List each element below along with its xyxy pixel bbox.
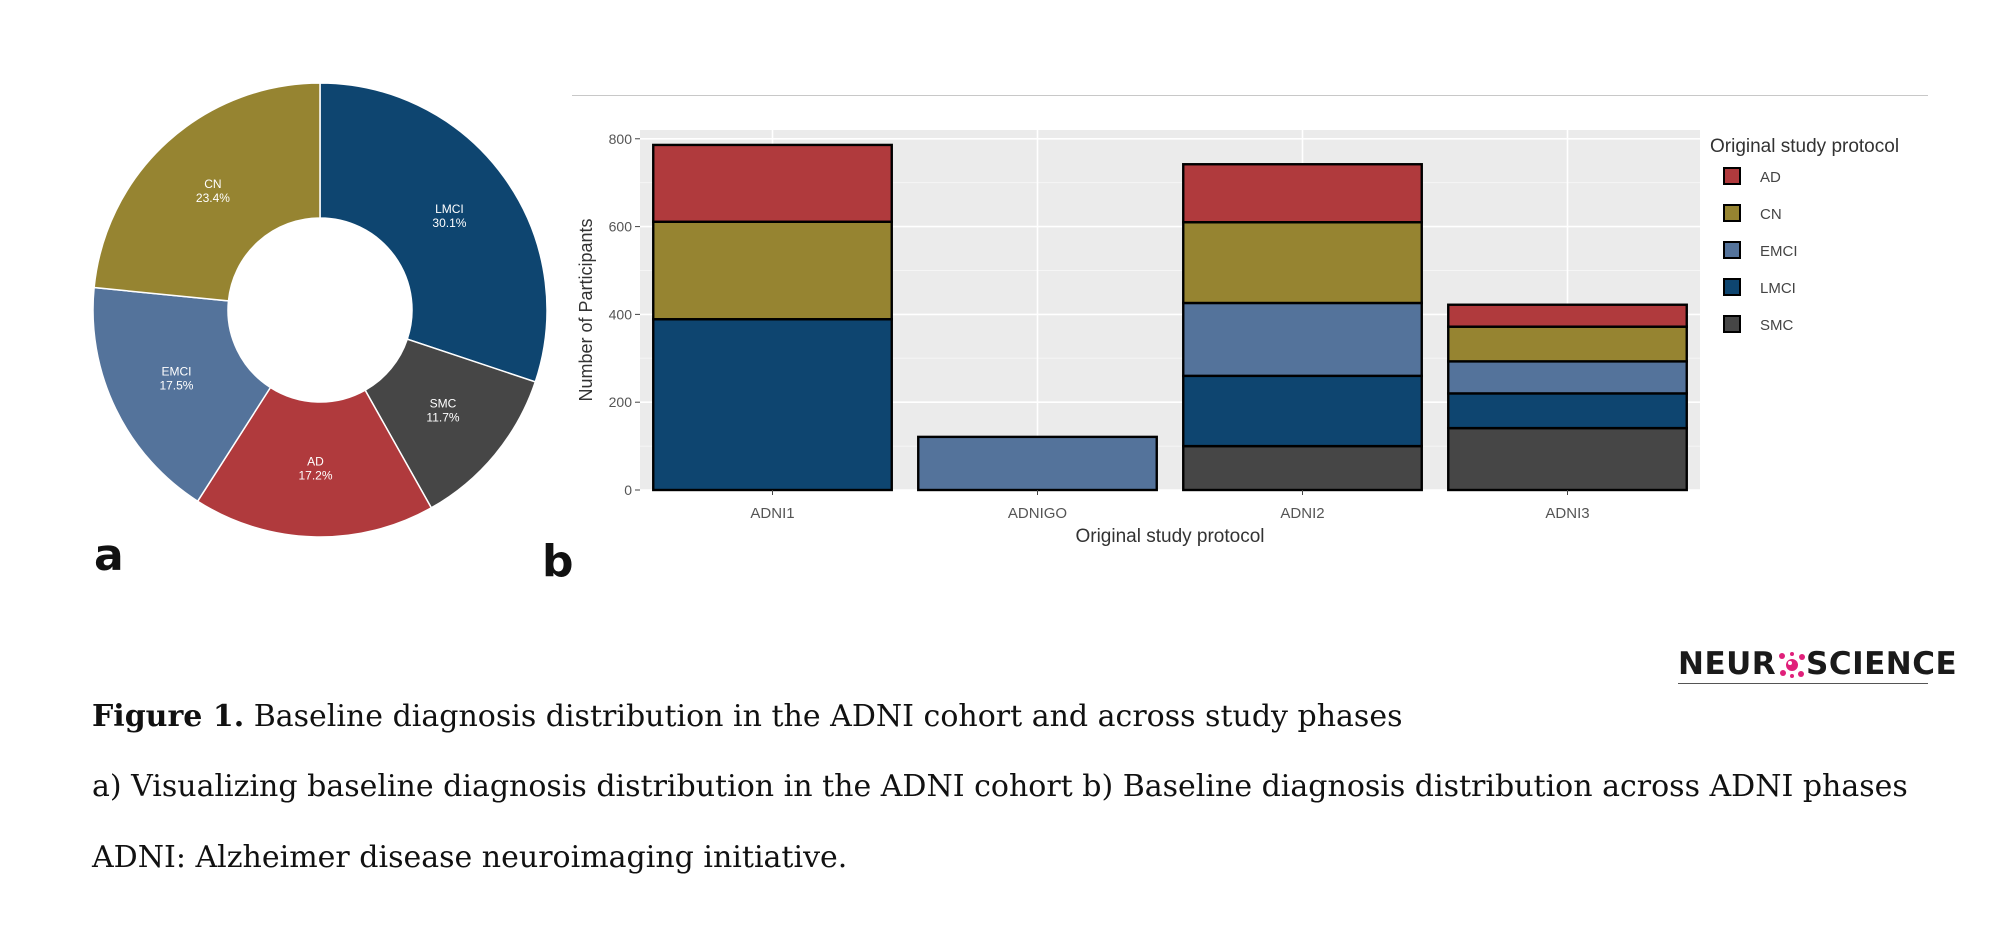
top-rule — [572, 95, 1928, 96]
bar-adni3-lmci — [1447, 392, 1688, 430]
legend-swatch-emci — [1723, 241, 1741, 259]
donut-percent-cn: 23.4% — [196, 191, 230, 205]
legend-label-emci: EMCI — [1760, 243, 1798, 260]
donut-percent-lmci: 30.1% — [432, 216, 466, 230]
x-tick-label-adni1: ADNI1 — [750, 505, 794, 522]
brain-network-icon — [1779, 652, 1805, 678]
legend-swatch-cn — [1723, 204, 1741, 222]
bar-adni3-cn — [1447, 325, 1688, 363]
x-tick-label-adnigo: ADNIGO — [1008, 505, 1067, 522]
bar-adni1-cn — [652, 220, 893, 321]
bar-adni2-ad — [1182, 163, 1423, 224]
figure-label: Figure 1. — [92, 699, 245, 734]
bar-adni2-smc — [1182, 444, 1423, 492]
y-tick-label: 800 — [609, 131, 633, 147]
legend-label-ad: AD — [1760, 169, 1781, 186]
bar-adni1-lmci — [652, 318, 893, 492]
bar-adni2-lmci — [1182, 374, 1423, 448]
x-tick-label-adni3: ADNI3 — [1545, 505, 1589, 522]
x-tick-label-adni2: ADNI2 — [1280, 505, 1324, 522]
logo-text-left: NEUR — [1678, 646, 1777, 682]
legend-label-cn: CN — [1760, 206, 1782, 223]
y-tick-label: 200 — [609, 394, 633, 410]
donut-label-emci: EMCI — [161, 365, 191, 379]
donut-label-smc: SMC — [430, 397, 457, 411]
donut-slice-cn — [93, 82, 321, 302]
y-tick-label: 400 — [609, 306, 633, 322]
legend-label-lmci: LMCI — [1760, 280, 1796, 297]
y-tick-label: 600 — [609, 219, 633, 235]
stacked-bar-chart: 0 200 400 600 800 ADNI1 ADNIGO ADNI2 ADNI3 Origin… — [576, 130, 1899, 547]
figure-caption-abbreviation: ADNI: Alzheimer disease neuroimaging ini… — [92, 840, 848, 875]
donut-label-cn: CN — [204, 177, 221, 191]
bar-adni3-smc — [1447, 426, 1688, 492]
bar-adni2-cn — [1182, 220, 1423, 305]
donut-slice-emci — [92, 286, 272, 503]
legend-swatch-ad — [1723, 167, 1741, 185]
neuroscience-logo: NEUR SCIENCE — [1678, 645, 1957, 685]
logo-underline — [1678, 683, 1928, 684]
bar-adni2-emci — [1182, 301, 1423, 378]
legend-swatch-smc — [1723, 315, 1741, 333]
donut-percent-smc: 11.7% — [426, 411, 459, 425]
logo-text-right: SCIENCE — [1806, 646, 1958, 682]
figure-caption-title: Figure 1. Baseline diagnosis distributio… — [92, 699, 1402, 734]
x-axis-title: Original study protocol — [1075, 526, 1264, 547]
bar-adni3-ad — [1447, 303, 1688, 328]
donut-slice-ad — [196, 386, 433, 538]
legend-title: Original study protocol — [1710, 136, 1899, 157]
donut-label-ad: AD — [307, 454, 324, 468]
bar-adni3-emci — [1447, 360, 1688, 395]
legend-swatch-lmci — [1723, 278, 1741, 296]
donut-percent-ad: 17.2% — [298, 468, 332, 482]
legend-label-smc: SMC — [1760, 317, 1794, 334]
donut-slice-lmci — [319, 82, 548, 383]
figure-title: Baseline diagnosis distribution in the A… — [253, 699, 1403, 734]
y-axis-title: Number of Participants — [576, 218, 596, 401]
figure-caption-description: a) Visualizing baseline diagnosis distri… — [92, 769, 1908, 804]
bar-adnigo-emci — [917, 435, 1158, 492]
panel-label-a: a — [94, 530, 124, 581]
y-tick-label: 0 — [624, 482, 632, 498]
donut-percent-emci: 17.5% — [159, 379, 193, 393]
panel-label-b: b — [542, 536, 574, 587]
bar-adni1-ad — [652, 143, 893, 223]
donut-label-lmci: LMCI — [435, 202, 464, 216]
